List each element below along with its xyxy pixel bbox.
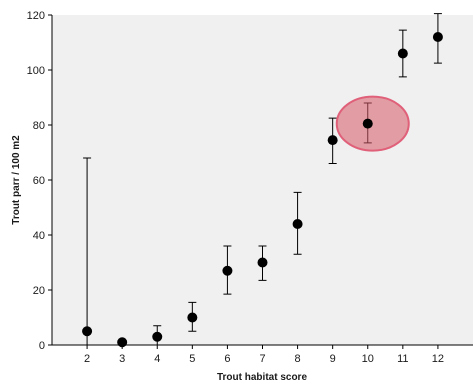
y-tick-label: 120 xyxy=(27,10,45,22)
data-point xyxy=(152,331,163,342)
error-bar xyxy=(83,157,92,346)
x-tick-label: 7 xyxy=(259,353,265,365)
data-point xyxy=(82,326,93,337)
data-point xyxy=(292,219,303,229)
x-tick-label: 11 xyxy=(397,353,408,365)
x-tick-label: 12 xyxy=(432,353,444,365)
x-axis-title: Trout habitat score xyxy=(217,372,307,383)
data-point xyxy=(362,118,373,129)
data-point xyxy=(117,337,128,348)
x-tick-label: 10 xyxy=(362,353,374,365)
y-tick-label: 0 xyxy=(39,340,45,352)
x-tick-label: 3 xyxy=(119,353,125,365)
data-point xyxy=(187,312,198,323)
y-tick-label: 100 xyxy=(27,65,45,77)
x-tick-label: 4 xyxy=(154,353,160,365)
x-tick-label: 9 xyxy=(330,353,336,365)
y-tick-label: 20 xyxy=(33,285,45,297)
y-axis-title: Trout parr / 100 m2 xyxy=(11,135,22,225)
x-tick-label: 6 xyxy=(224,353,230,365)
plot-area xyxy=(52,15,473,345)
x-tick-label: 8 xyxy=(295,353,301,365)
y-tick-label: 80 xyxy=(33,120,45,132)
x-tick-label: 2 xyxy=(84,353,90,365)
data-point xyxy=(327,135,338,146)
x-tick-label: 5 xyxy=(189,353,195,365)
y-tick-label: 60 xyxy=(33,175,45,187)
data-point xyxy=(257,257,268,268)
y-tick-label: 40 xyxy=(33,230,45,242)
data-point xyxy=(432,32,443,42)
data-point xyxy=(222,265,233,276)
data-point xyxy=(397,48,408,59)
